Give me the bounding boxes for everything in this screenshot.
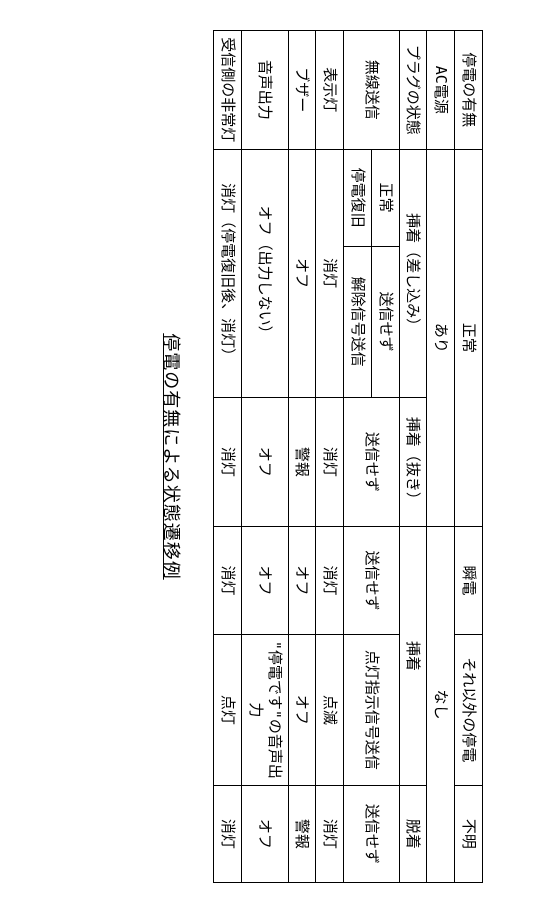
cell-plug-insert2: 挿着	[399, 527, 427, 786]
cell-vo-c: オフ	[242, 527, 289, 635]
cell-bz-a: オフ	[288, 149, 316, 397]
table-row: AC電源 あり なし	[427, 31, 455, 883]
row-label: プラグの状態	[399, 31, 427, 150]
cell-unknown: 不明	[455, 785, 483, 882]
cell-ws-light-sig: 点灯指示信号送信	[344, 634, 400, 785]
rotated-content: 停電の有無 正常 瞬電 それ以外の停電 不明 AC電源 あり なし プラグの状態…	[0, 0, 543, 913]
table-row: 表示灯 消灯 消灯 消灯 点滅 消灯	[316, 31, 344, 883]
cell-lamp-a: 消灯	[316, 149, 344, 397]
cell-ws-nosend-d: 送信せず	[344, 785, 400, 882]
cell-em-on: 点灯	[214, 634, 242, 785]
table-caption: 停電の有無による状態遷移例	[160, 30, 186, 883]
cell-momentary: 瞬電	[455, 527, 483, 635]
cell-ws-nosend-a: 送信せず	[372, 246, 400, 397]
cell-plug-detach: 脱着	[399, 785, 427, 882]
cell-bz-c: オフ	[288, 527, 316, 635]
cell-vo-e: オフ	[242, 785, 289, 882]
cell-other-outage: それ以外の停電	[455, 634, 483, 785]
cell-lamp-c: 消灯	[316, 527, 344, 635]
table-row: ブザー オフ 警報 オフ オフ 警報	[288, 31, 316, 883]
row-label: 無線送信	[344, 31, 400, 150]
sheet: 停電の有無 正常 瞬電 それ以外の停電 不明 AC電源 あり なし プラグの状態…	[130, 0, 543, 913]
cell-bz-e: 警報	[288, 785, 316, 882]
row-label: 表示灯	[316, 31, 344, 150]
cell-plug-insert: 挿着（差し込み）	[399, 149, 427, 397]
row-label: AC電源	[427, 31, 455, 150]
table-row: 無線送信 正常 送信せず 送信せず 送信せず 点灯指示信号送信 送信せず	[372, 31, 400, 883]
cell-ws-restore: 停電復旧	[344, 149, 372, 246]
cell-normal: 正常	[455, 149, 483, 526]
cell-vo-b: オフ	[242, 397, 289, 526]
cell-lamp-d: 消灯	[316, 785, 344, 882]
cell-em-c: 消灯	[214, 527, 242, 635]
cell-ac-yes: あり	[427, 149, 455, 526]
row-label: 受信側の非常灯	[214, 31, 242, 150]
cell-vo-a: オフ（出力しない）	[242, 149, 289, 397]
cell-ws-normal: 正常	[372, 149, 400, 246]
table-row: 停電の有無 正常 瞬電 それ以外の停電 不明	[455, 31, 483, 883]
row-label: 音声出力	[242, 31, 289, 150]
cell-ws-nosend-b: 送信せず	[344, 397, 400, 526]
cell-plug-remove: 挿着（抜き）	[399, 397, 427, 526]
table-row: プラグの状態 挿着（差し込み） 挿着（抜き） 挿着 脱着	[399, 31, 427, 883]
cell-bz-b: 警報	[288, 397, 316, 526]
cell-ws-release-sig: 解除信号送信	[344, 246, 372, 397]
cell-em-e: 消灯	[214, 785, 242, 882]
cell-vo-voice: "停電です"の音声出力	[242, 634, 289, 785]
row-label: 停電の有無	[455, 31, 483, 150]
row-label: ブザー	[288, 31, 316, 150]
cell-lamp-blink: 点滅	[316, 634, 344, 785]
table-row: 受信側の非常灯 消灯（停電復旧後、消灯） 消灯 消灯 点灯 消灯	[214, 31, 242, 883]
cell-em-b: 消灯	[214, 397, 242, 526]
page: 停電の有無 正常 瞬電 それ以外の停電 不明 AC電源 あり なし プラグの状態…	[0, 0, 543, 913]
table-row: 音声出力 オフ（出力しない） オフ オフ "停電です"の音声出力 オフ	[242, 31, 289, 883]
cell-ws-nosend-c: 送信せず	[344, 527, 400, 635]
cell-lamp-b: 消灯	[316, 397, 344, 526]
state-transition-table: 停電の有無 正常 瞬電 それ以外の停電 不明 AC電源 あり なし プラグの状態…	[214, 30, 484, 883]
cell-em-a: 消灯（停電復旧後、消灯）	[214, 149, 242, 397]
cell-ac-no: なし	[427, 527, 455, 883]
cell-bz-d: オフ	[288, 634, 316, 785]
